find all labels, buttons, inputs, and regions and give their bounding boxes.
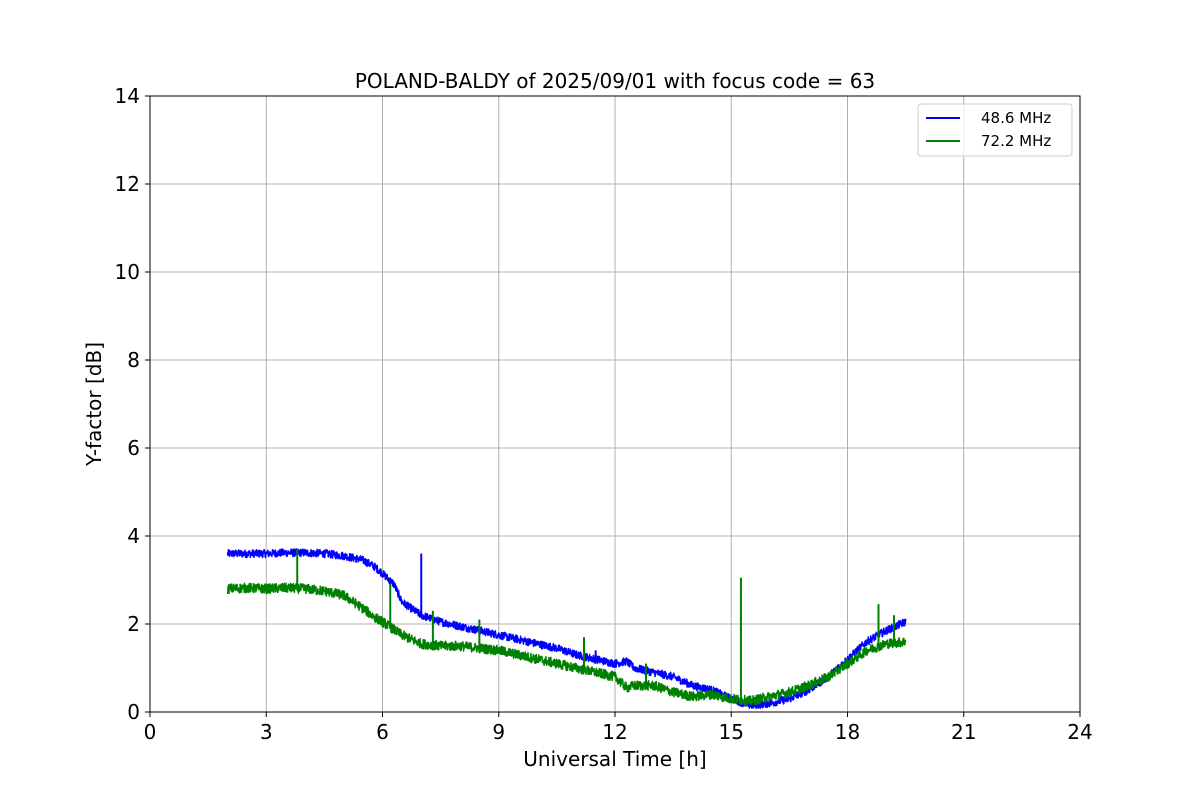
legend-label-48-6: 48.6 MHz <box>981 109 1051 127</box>
y-axis-label: Y-factor [dB] <box>82 342 106 467</box>
series-layer <box>226 548 907 710</box>
x-tick-label: 21 <box>951 720 976 744</box>
y-tick-label: 0 <box>127 700 140 724</box>
chart-title: POLAND-BALDY of 2025/09/01 with focus co… <box>355 69 875 93</box>
x-tick-label: 18 <box>835 720 860 744</box>
y-tick-label: 2 <box>127 612 140 636</box>
legend-label-72-2: 72.2 MHz <box>981 132 1051 150</box>
series-line-72-2-mhz <box>226 582 907 707</box>
x-tick-label: 12 <box>602 720 627 744</box>
grid <box>149 95 1081 713</box>
x-tick-label: 15 <box>719 720 744 744</box>
x-axis-label: Universal Time [h] <box>523 747 706 771</box>
legend: 48.6 MHz 72.2 MHz <box>917 103 1073 157</box>
x-tick-label: 9 <box>492 720 505 744</box>
x-tick-label: 6 <box>376 720 389 744</box>
y-tick-label: 10 <box>115 260 140 284</box>
y-tick-label: 4 <box>127 524 140 548</box>
x-tick-label: 3 <box>260 720 273 744</box>
series-line-48-6-mhz <box>226 548 907 710</box>
x-tick-label: 24 <box>1067 720 1092 744</box>
y-tick-label: 12 <box>115 172 140 196</box>
y-tick-label: 6 <box>127 436 140 460</box>
y-tick-label: 8 <box>127 348 140 372</box>
x-tick-label: 0 <box>144 720 157 744</box>
y-tick-label: 14 <box>115 84 140 108</box>
